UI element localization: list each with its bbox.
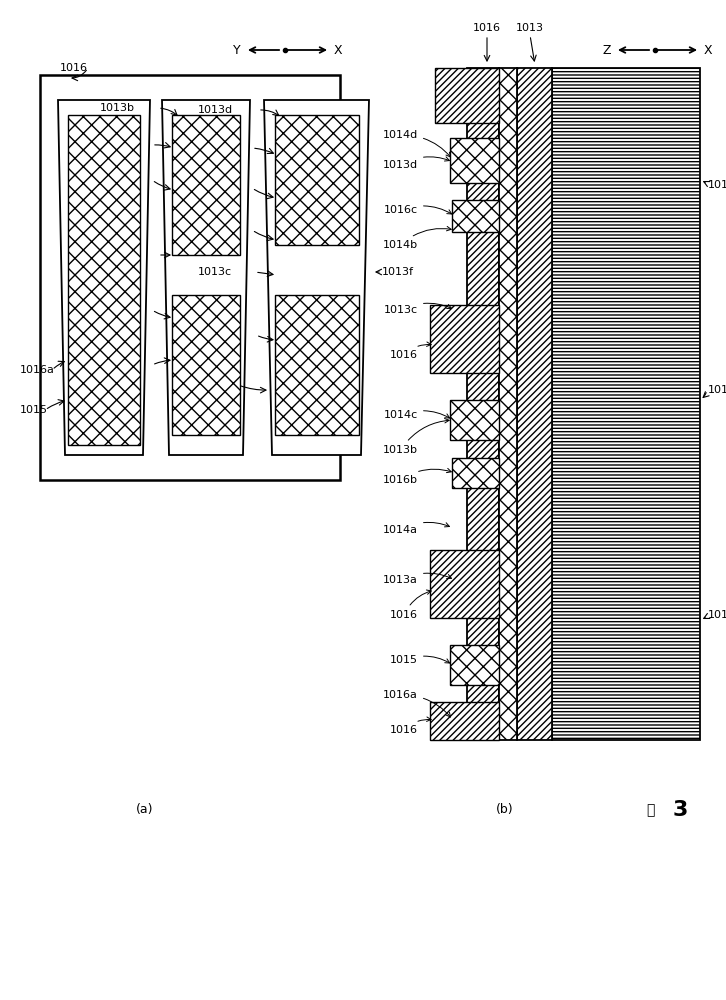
Text: (a): (a) bbox=[136, 804, 154, 816]
Text: 1014d: 1014d bbox=[198, 143, 233, 153]
Bar bbox=[552, 68, 700, 740]
Text: (b): (b) bbox=[496, 804, 514, 816]
Text: 1013: 1013 bbox=[516, 23, 544, 33]
Bar bbox=[40, 75, 340, 480]
Bar bbox=[499, 68, 517, 740]
Bar bbox=[68, 115, 140, 445]
Text: 1012b: 1012b bbox=[708, 385, 726, 395]
Polygon shape bbox=[58, 100, 150, 455]
Bar bbox=[450, 400, 499, 440]
Bar bbox=[517, 68, 552, 740]
Bar bbox=[172, 295, 240, 435]
Text: 1014d: 1014d bbox=[383, 130, 451, 157]
Bar bbox=[452, 458, 499, 488]
Bar bbox=[467, 68, 499, 740]
Text: 1016: 1016 bbox=[390, 717, 431, 735]
Text: 1013a: 1013a bbox=[383, 573, 452, 585]
Text: 1014a: 1014a bbox=[383, 522, 449, 535]
Text: 1016: 1016 bbox=[390, 342, 431, 360]
Text: Z: Z bbox=[603, 43, 611, 56]
Text: X: X bbox=[334, 43, 343, 56]
Text: 3: 3 bbox=[672, 800, 688, 820]
Text: 1013c: 1013c bbox=[384, 303, 452, 315]
Text: 1013f: 1013f bbox=[382, 267, 414, 277]
Text: 1016: 1016 bbox=[390, 590, 431, 620]
Text: 1013b: 1013b bbox=[198, 330, 233, 340]
Text: Y: Y bbox=[233, 43, 241, 56]
Bar bbox=[450, 645, 499, 685]
Text: 1016: 1016 bbox=[60, 63, 88, 73]
Text: 1015: 1015 bbox=[20, 405, 48, 415]
Bar bbox=[275, 115, 359, 245]
Text: 1016a: 1016a bbox=[20, 365, 55, 375]
Bar bbox=[452, 200, 499, 232]
Text: 1016b: 1016b bbox=[383, 468, 452, 485]
Text: 1016: 1016 bbox=[473, 23, 501, 33]
Text: 1014b: 1014b bbox=[198, 225, 233, 235]
Text: 1013c: 1013c bbox=[198, 267, 232, 277]
Bar bbox=[430, 550, 499, 618]
Text: 1015: 1015 bbox=[390, 655, 449, 665]
Text: 1013d: 1013d bbox=[383, 157, 449, 170]
Text: 1016c: 1016c bbox=[384, 205, 452, 215]
Text: X: X bbox=[704, 43, 713, 56]
Bar bbox=[275, 295, 359, 435]
Text: 1013b: 1013b bbox=[383, 418, 449, 455]
Text: 1013a: 1013a bbox=[100, 360, 135, 370]
Text: 1013b: 1013b bbox=[100, 103, 135, 113]
Text: 図: 図 bbox=[646, 803, 654, 817]
Bar bbox=[450, 138, 499, 183]
Bar bbox=[430, 702, 499, 740]
Polygon shape bbox=[162, 100, 250, 455]
Bar bbox=[430, 305, 499, 373]
Text: 1013d: 1013d bbox=[198, 105, 233, 115]
Polygon shape bbox=[264, 100, 369, 455]
Text: 1016b: 1016b bbox=[100, 250, 135, 260]
Text: 1011: 1011 bbox=[708, 180, 726, 190]
Bar bbox=[172, 115, 240, 255]
Bar bbox=[435, 68, 499, 123]
Text: 1014c: 1014c bbox=[384, 410, 449, 420]
Text: 1014b: 1014b bbox=[383, 226, 451, 250]
Text: 1013e: 1013e bbox=[100, 175, 135, 185]
Text: 1014a: 1014a bbox=[100, 305, 135, 315]
Text: 1014c: 1014c bbox=[100, 140, 134, 150]
Text: 1016: 1016 bbox=[198, 380, 226, 390]
Text: 1012a: 1012a bbox=[708, 610, 726, 620]
Text: 1016c: 1016c bbox=[198, 183, 232, 193]
Text: 1016a: 1016a bbox=[383, 690, 451, 717]
